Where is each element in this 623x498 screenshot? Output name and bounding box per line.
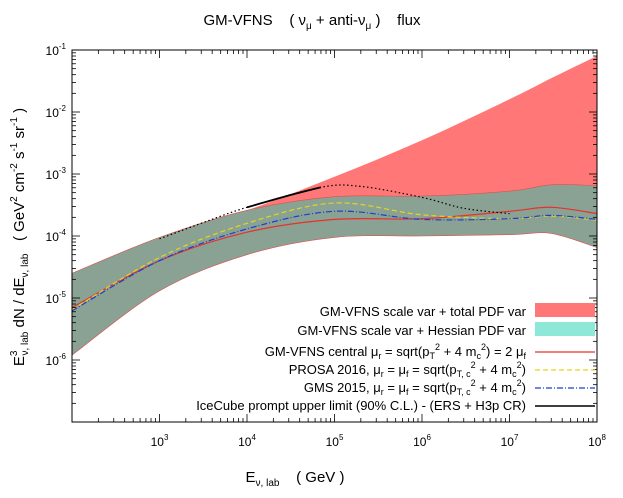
legend-entry-total-pdf: GM-VFNS scale var + total PDF var bbox=[320, 303, 595, 319]
y-tick-label: 10-6 bbox=[46, 352, 67, 368]
series-gms bbox=[71, 210, 598, 312]
legend-label-icecube: IceCube prompt upper limit (90% C.L.) - … bbox=[196, 398, 526, 413]
legend-label-gms: GMS 2015, μr = μf = sqrt(pT, c2 + 4 mc2) bbox=[304, 378, 526, 397]
legend-label-hessian-pdf: GM-VFNS scale var + Hessian PDF var bbox=[297, 323, 526, 338]
legend-label-central: GM-VFNS central μr = sqrt(pT2 + 4 mc2) =… bbox=[265, 342, 527, 361]
legend-entry-hessian-pdf: GM-VFNS scale var + Hessian PDF var bbox=[297, 322, 595, 338]
legend-swatch-total-pdf bbox=[535, 303, 595, 317]
y-tick-label: 10-5 bbox=[46, 290, 67, 306]
y-tick-label: 10-1 bbox=[46, 42, 67, 58]
legend-entry-prosa: PROSA 2016, μr = μf = sqrt(pT, c2 + 4 mc… bbox=[289, 360, 595, 379]
plot-area bbox=[71, 49, 598, 423]
x-axis-label: Eν, lab ( GeV ) bbox=[246, 469, 345, 489]
chart-title: GM-VFNS ( νμ + anti-νμ ) flux bbox=[203, 12, 421, 32]
band-edge-upper bbox=[71, 184, 598, 274]
x-tick-label: 104 bbox=[238, 433, 256, 449]
y-tick-label: 10-2 bbox=[46, 104, 67, 120]
x-tick-label: 108 bbox=[588, 433, 606, 449]
legend-entry-central: GM-VFNS central μr = sqrt(pT2 + 4 mc2) =… bbox=[265, 342, 595, 361]
band-hessian-pdf bbox=[72, 184, 597, 356]
legend-label-total-pdf: GM-VFNS scale var + total PDF var bbox=[320, 304, 527, 319]
x-tick-label: 107 bbox=[501, 433, 519, 449]
legend-swatch-hessian-pdf bbox=[535, 322, 595, 336]
series-icecube-solid bbox=[246, 186, 322, 209]
y-tick-label: 10-3 bbox=[46, 166, 67, 182]
series-prosa bbox=[71, 202, 598, 311]
y-axis-label: E3ν, lab dN / dEν, lab ( GeV2 cm-2 s-1 s… bbox=[9, 108, 31, 366]
legend-entry-icecube: IceCube prompt upper limit (90% C.L.) - … bbox=[196, 398, 595, 413]
legend-entry-gms: GMS 2015, μr = μf = sqrt(pT, c2 + 4 mc2) bbox=[304, 378, 595, 397]
series-icecube-dotted bbox=[159, 184, 510, 240]
x-tick-label: 103 bbox=[151, 433, 169, 449]
x-tick-label: 106 bbox=[413, 433, 431, 449]
band-edge-lower bbox=[71, 232, 598, 356]
y-tick-label: 10-4 bbox=[46, 228, 67, 244]
x-tick-label: 105 bbox=[326, 433, 344, 449]
legend-label-prosa: PROSA 2016, μr = μf = sqrt(pT, c2 + 4 mc… bbox=[289, 360, 526, 379]
legend: GM-VFNS scale var + total PDF var GM-VFN… bbox=[196, 303, 595, 413]
